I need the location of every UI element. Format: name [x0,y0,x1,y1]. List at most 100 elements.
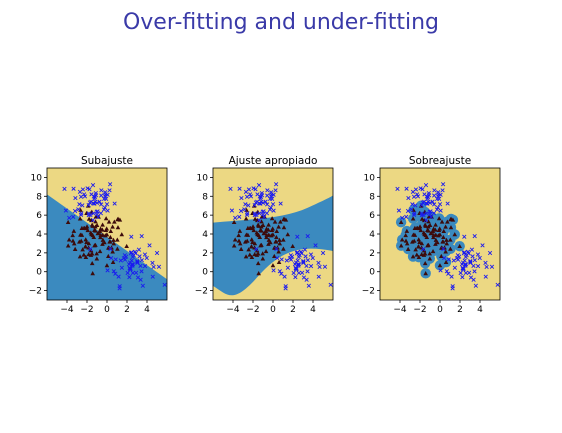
x-marker [308,264,314,269]
triangle-marker [435,240,440,245]
x-marker [92,196,97,201]
triangle-marker [443,224,448,229]
triangle-marker [281,246,286,251]
x-marker [294,266,299,271]
triangle-marker [249,244,254,249]
x-marker [423,217,429,223]
triangle-marker [102,240,107,245]
triangle-marker [274,234,279,240]
x-marker [419,203,424,208]
triangle-marker [259,242,264,247]
x-marker [442,255,447,261]
triangle-marker [448,237,453,242]
x-marker [259,190,264,196]
x-marker [450,286,455,291]
x-marker [288,253,293,258]
x-marker [460,275,465,280]
x-marker [295,234,300,239]
triangle-marker [440,239,446,244]
triangle-marker [86,241,92,246]
x-marker [261,209,266,214]
x-marker [263,199,268,204]
y-tick-label: 10 [31,173,43,183]
triangle-marker [70,233,75,238]
triangle-marker [422,222,428,227]
x-marker [449,274,454,279]
triangle-marker [264,235,269,240]
x-marker [104,196,109,201]
triangle-marker [66,237,72,242]
x-marker [437,202,443,207]
triangle-marker [103,216,109,221]
triangle-marker [94,251,99,256]
x-marker [472,258,477,263]
x-marker [257,211,262,216]
triangle-marker [270,263,276,268]
triangle-marker [448,246,453,251]
x-marker [91,211,96,216]
x-marker [80,203,85,208]
triangle-marker [441,234,446,240]
x-marker [299,251,304,256]
triangle-marker [411,238,417,243]
triangle-marker [414,225,420,230]
x-marker [454,256,459,261]
triangle-marker [88,230,94,235]
x-marker [304,277,309,282]
x-marker [162,282,167,287]
triangle-marker [416,237,422,242]
x-marker [411,194,417,199]
x-marker [487,250,493,256]
triangle-marker [426,242,431,247]
x-marker [421,212,426,218]
x-marker [425,196,430,201]
x-marker [229,208,235,213]
triangle-marker [403,233,408,238]
triangle-marker [93,219,98,224]
triangle-marker [100,222,105,227]
triangle-marker [448,216,454,221]
triangle-marker [78,238,84,243]
x-marker [238,208,244,214]
x-marker [495,282,500,287]
x-marker [105,268,110,273]
x-marker [71,214,76,219]
y-tick-label: 8 [369,192,375,202]
x-marker [420,187,425,192]
triangle-marker [443,259,449,265]
triangle-marker [232,237,238,242]
x-marker [274,246,279,252]
triangle-marker [422,260,428,266]
x-marker [305,269,310,274]
x-marker [291,270,296,276]
x-marker [310,255,315,261]
x-marker [282,274,287,279]
x-marker [300,270,305,275]
triangle-marker [115,225,121,230]
y-tick-label: 4 [369,230,375,240]
x-marker [253,200,258,205]
y-tick-label: −2 [29,287,42,297]
x-marker [77,202,82,207]
x-marker [119,265,124,270]
x-marker [463,270,468,276]
triangle-marker [416,244,421,249]
x-marker [429,214,434,220]
x-marker [302,247,308,252]
x-marker [278,201,283,206]
x-tick-label: 2 [457,305,463,315]
x-marker [462,234,467,239]
triangle-marker [428,231,434,236]
triangle-marker [416,254,422,259]
x-marker [127,260,133,265]
x-marker [113,257,118,262]
x-marker [130,270,135,276]
x-marker [95,209,100,214]
decision-region-b [213,195,333,296]
triangle-marker [276,224,281,229]
x-marker [87,187,92,192]
x-marker [242,207,247,212]
triangle-marker [426,224,431,229]
triangle-marker [421,230,427,235]
triangle-marker [259,219,264,224]
